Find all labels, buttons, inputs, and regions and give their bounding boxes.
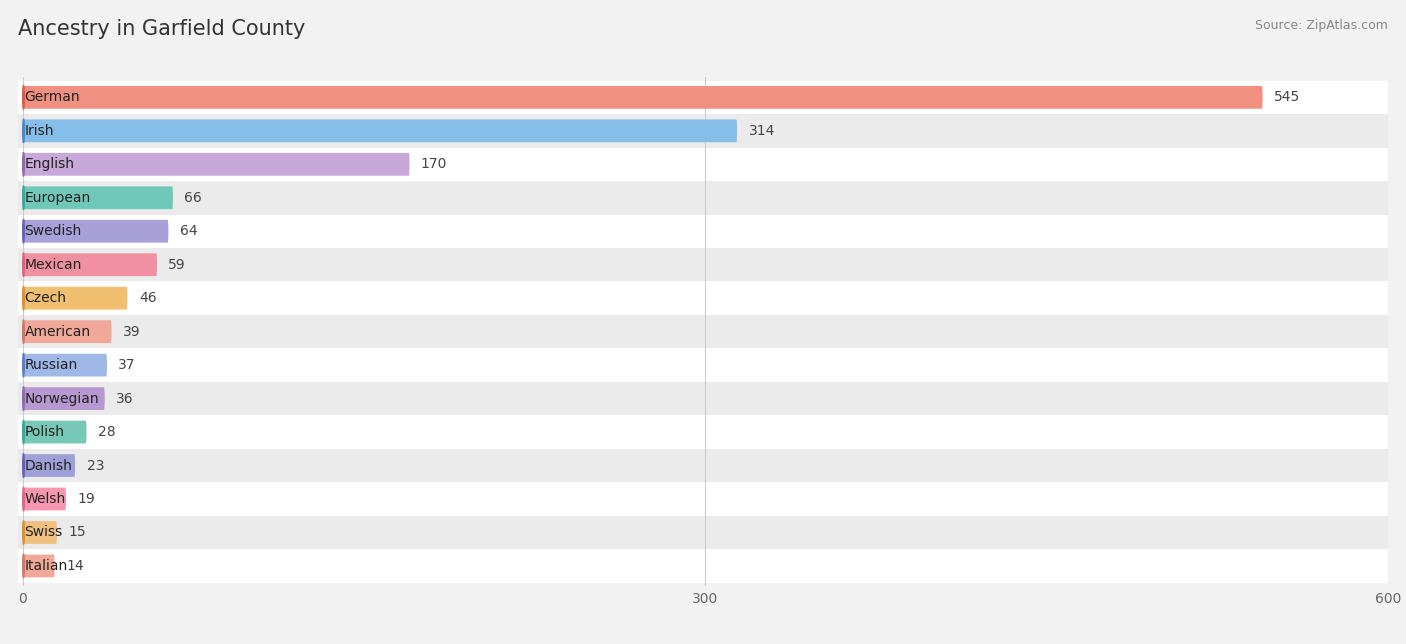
FancyBboxPatch shape: [22, 454, 75, 477]
FancyBboxPatch shape: [22, 153, 409, 176]
FancyBboxPatch shape: [0, 80, 1406, 114]
FancyBboxPatch shape: [22, 421, 87, 444]
Text: Irish: Irish: [24, 124, 53, 138]
Text: 314: 314: [748, 124, 775, 138]
Text: Mexican: Mexican: [24, 258, 82, 272]
Text: German: German: [24, 90, 80, 104]
Text: American: American: [24, 325, 90, 339]
FancyBboxPatch shape: [0, 516, 1406, 549]
Text: Ancestry in Garfield County: Ancestry in Garfield County: [18, 19, 305, 39]
FancyBboxPatch shape: [0, 181, 1406, 214]
FancyBboxPatch shape: [0, 214, 1406, 248]
Text: Source: ZipAtlas.com: Source: ZipAtlas.com: [1254, 19, 1388, 32]
FancyBboxPatch shape: [22, 554, 55, 577]
Circle shape: [22, 86, 24, 109]
Circle shape: [22, 453, 24, 477]
Circle shape: [22, 487, 24, 511]
Text: European: European: [24, 191, 91, 205]
Text: 37: 37: [118, 358, 136, 372]
FancyBboxPatch shape: [0, 114, 1406, 147]
FancyBboxPatch shape: [0, 549, 1406, 583]
Text: 46: 46: [139, 291, 156, 305]
Circle shape: [22, 220, 24, 243]
Text: Welsh: Welsh: [24, 492, 66, 506]
FancyBboxPatch shape: [0, 315, 1406, 348]
Circle shape: [22, 353, 24, 377]
Circle shape: [22, 286, 24, 310]
Text: Norwegian: Norwegian: [24, 392, 100, 406]
Text: Swiss: Swiss: [24, 526, 63, 540]
Text: Polish: Polish: [24, 425, 65, 439]
FancyBboxPatch shape: [0, 382, 1406, 415]
FancyBboxPatch shape: [0, 415, 1406, 449]
Text: 15: 15: [69, 526, 86, 540]
Circle shape: [22, 186, 24, 210]
FancyBboxPatch shape: [22, 320, 111, 343]
Text: 64: 64: [180, 224, 197, 238]
Text: 19: 19: [77, 492, 96, 506]
FancyBboxPatch shape: [0, 248, 1406, 281]
FancyBboxPatch shape: [22, 387, 104, 410]
Text: 23: 23: [87, 459, 104, 473]
Text: 545: 545: [1274, 90, 1301, 104]
Circle shape: [22, 319, 24, 344]
FancyBboxPatch shape: [0, 449, 1406, 482]
FancyBboxPatch shape: [0, 147, 1406, 181]
FancyBboxPatch shape: [22, 253, 157, 276]
Text: 28: 28: [98, 425, 115, 439]
Text: 14: 14: [66, 559, 84, 573]
Text: Russian: Russian: [24, 358, 77, 372]
Circle shape: [22, 420, 24, 444]
FancyBboxPatch shape: [22, 86, 1263, 109]
Text: 170: 170: [420, 157, 447, 171]
Circle shape: [22, 520, 24, 544]
FancyBboxPatch shape: [22, 119, 737, 142]
Text: 39: 39: [122, 325, 141, 339]
Text: Czech: Czech: [24, 291, 66, 305]
Text: Italian: Italian: [24, 559, 67, 573]
Circle shape: [22, 119, 24, 143]
Text: Danish: Danish: [24, 459, 72, 473]
Circle shape: [22, 554, 24, 578]
Text: 66: 66: [184, 191, 202, 205]
FancyBboxPatch shape: [22, 220, 169, 243]
Text: 59: 59: [169, 258, 186, 272]
Text: 36: 36: [117, 392, 134, 406]
Text: Swedish: Swedish: [24, 224, 82, 238]
Text: English: English: [24, 157, 75, 171]
FancyBboxPatch shape: [22, 287, 128, 310]
FancyBboxPatch shape: [22, 488, 66, 511]
Circle shape: [22, 153, 24, 176]
FancyBboxPatch shape: [0, 348, 1406, 382]
Circle shape: [22, 252, 24, 277]
FancyBboxPatch shape: [22, 521, 58, 544]
FancyBboxPatch shape: [0, 281, 1406, 315]
FancyBboxPatch shape: [22, 186, 173, 209]
FancyBboxPatch shape: [0, 482, 1406, 516]
Circle shape: [22, 386, 24, 411]
FancyBboxPatch shape: [22, 354, 107, 377]
